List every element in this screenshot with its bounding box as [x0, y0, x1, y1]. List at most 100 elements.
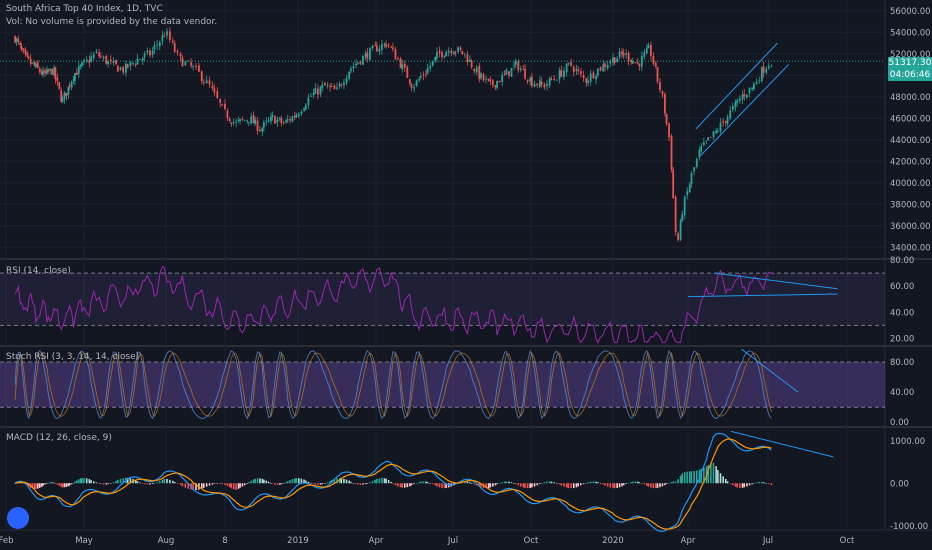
candle-body: [436, 52, 438, 59]
candle-body: [459, 47, 462, 50]
macd-hist-bar: [383, 478, 386, 484]
candle-body: [508, 71, 510, 76]
candle-body: [596, 68, 599, 76]
candle-body: [132, 62, 134, 64]
candle-body: [767, 66, 770, 68]
candle-body: [139, 59, 142, 60]
macd-hist-bar: [641, 483, 643, 484]
macd-hist-bar: [40, 483, 43, 487]
macd-hist-bar: [634, 481, 637, 484]
candle-body: [631, 60, 634, 64]
macd-hist-bar: [595, 481, 597, 484]
candle-body: [254, 119, 257, 125]
chart-title: South Africa Top 40 Index, 1D, TVC: [6, 4, 163, 14]
candle-body: [239, 118, 241, 122]
macd-hist-bar: [33, 483, 36, 489]
macd-hist-bar: [585, 482, 588, 484]
candle-body: [661, 91, 664, 95]
candle-body: [286, 119, 289, 121]
price-axis-label: 56000.00: [890, 7, 931, 17]
candle-body: [494, 85, 497, 88]
candle-body: [540, 81, 543, 85]
macd-hist-bar: [522, 483, 525, 488]
macd-hist-bar: [683, 472, 686, 484]
stoch-axis-label: 40.00: [890, 388, 914, 398]
macd-hist-bar: [543, 482, 546, 484]
candle-body: [280, 118, 283, 123]
candle-body: [560, 70, 563, 77]
macd-hist-bar: [652, 483, 655, 489]
candle-body: [643, 52, 646, 57]
candle-body: [359, 61, 362, 64]
stoch-axis-label: 80.00: [890, 358, 914, 368]
macd-hist-bar: [627, 482, 630, 484]
candle-body: [422, 74, 425, 76]
candle-body: [224, 103, 226, 110]
candle-body: [208, 80, 211, 85]
candle-body: [109, 59, 112, 62]
macd-hist-bar: [647, 483, 650, 487]
macd-hist-bar: [289, 479, 291, 484]
macd-hist-bar: [392, 483, 394, 484]
macd-hist-bar: [310, 482, 312, 484]
candle-body: [526, 79, 529, 82]
candle-body: [606, 64, 609, 69]
macd-hist-bar: [546, 481, 548, 484]
macd-hist-bar: [650, 483, 652, 488]
candle-body: [715, 130, 718, 133]
macd-hist-bar: [670, 482, 673, 484]
candle-body: [58, 82, 61, 89]
macd-hist-bar: [250, 480, 252, 484]
macd-hist-bar: [672, 481, 674, 484]
candle-body: [54, 67, 57, 80]
price-axis-label: 44000.00: [890, 136, 931, 146]
candle-body: [256, 120, 259, 131]
candle-body: [338, 84, 341, 86]
macd-hist-bar: [707, 464, 710, 484]
macd-hist-bar: [710, 463, 712, 484]
macd-hist-bar: [589, 481, 592, 484]
macd-hist-bar: [326, 482, 329, 484]
candle-body: [40, 71, 43, 75]
signal-line: [14, 438, 772, 530]
macd-hist-bar: [540, 483, 543, 484]
macd-hist-bar: [622, 483, 625, 486]
candle-body: [664, 94, 666, 114]
candle-body: [226, 110, 229, 119]
candle-body: [26, 52, 29, 57]
candle-body: [406, 67, 409, 78]
macd-hist-bar: [22, 483, 25, 484]
volume-note: Vol: No volume is provided by the data v…: [6, 17, 218, 27]
macd-hist-bar: [572, 483, 575, 488]
tradingview-logo-icon[interactable]: [7, 507, 29, 529]
macd-hist-bar: [659, 483, 661, 488]
macd-hist-bar: [176, 483, 179, 484]
macd-hist-bar: [270, 482, 272, 484]
candle-body: [235, 121, 238, 123]
macd-hist-bar: [61, 483, 64, 488]
candle-body: [519, 68, 522, 70]
macd-hist-bar: [54, 483, 57, 484]
candle-body: [179, 53, 182, 57]
candle-body: [63, 92, 66, 100]
candle-body: [107, 61, 109, 64]
macd-hist-bar: [761, 481, 763, 484]
price-axis-label: 46000.00: [890, 114, 931, 124]
macd-hist-bar: [602, 483, 604, 485]
candle-body: [345, 78, 348, 84]
macd-hist-bar: [715, 466, 717, 484]
candle-body: [70, 81, 73, 88]
macd-hist-bar: [126, 477, 129, 484]
candle-body: [205, 80, 208, 84]
candle-body: [348, 71, 351, 79]
candle-body: [44, 70, 46, 74]
macd-hist-bar: [321, 483, 324, 485]
candle-body: [19, 42, 22, 45]
candle-body: [397, 58, 399, 60]
macd-hist-bar: [58, 483, 61, 486]
candle-body: [755, 82, 758, 84]
candle-body: [679, 220, 682, 240]
macd-hist-bar: [136, 481, 139, 484]
macd-hist-bar: [550, 481, 553, 484]
